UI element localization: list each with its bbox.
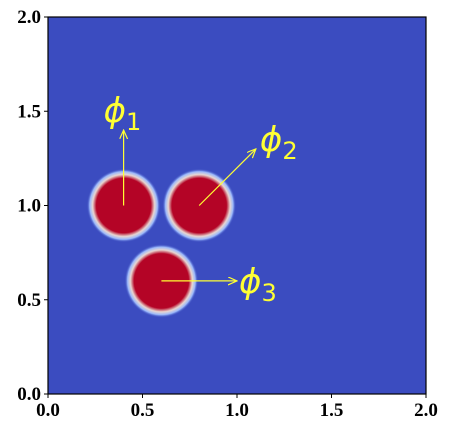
x-tick-label: 0.0: [36, 400, 60, 421]
annotation-subscript: 2: [282, 137, 297, 165]
x-tick-label: 2.0: [414, 400, 438, 421]
annotation-symbol: ϕ: [260, 120, 282, 160]
y-tick-label: 1.5: [17, 101, 41, 122]
x-tick-label: 0.5: [131, 400, 155, 421]
annotation-arrow: [198, 149, 256, 206]
annotation-symbol: ϕ: [104, 91, 126, 131]
y-tick-label: 0.0: [17, 384, 41, 405]
annotation-label: ϕ1: [104, 91, 142, 136]
annotation-subscript: 3: [261, 279, 276, 307]
annotation-subscript: 1: [126, 108, 141, 136]
y-tick-label: 2.0: [17, 7, 41, 28]
y-tick-label: 1.0: [17, 196, 41, 217]
annotation-label: ϕ3: [239, 262, 277, 307]
annotation-label: ϕ2: [260, 120, 298, 165]
annotation-symbol: ϕ: [239, 262, 261, 302]
x-tick-label: 1.5: [320, 400, 344, 421]
x-tick-label: 1.0: [225, 400, 249, 421]
y-tick-label: 0.5: [17, 290, 41, 311]
